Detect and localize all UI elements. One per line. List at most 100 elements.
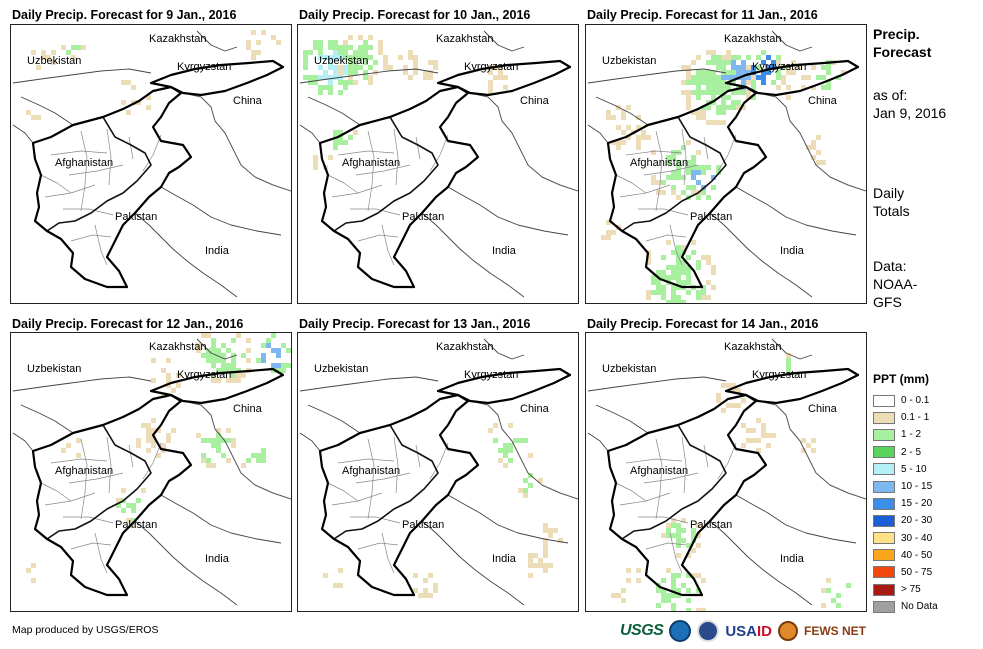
legend-swatch (873, 549, 895, 562)
precip-cell (726, 50, 731, 55)
province-line (381, 532, 395, 574)
precip-cell (538, 558, 543, 563)
precip-cell (696, 95, 701, 100)
precip-cell (166, 433, 171, 438)
province-line (50, 458, 108, 464)
precip-cell (711, 270, 716, 275)
precip-cell (736, 105, 741, 110)
precip-cell (676, 195, 681, 200)
precip-cell (528, 483, 533, 488)
precip-cell (146, 438, 151, 443)
province-line (655, 130, 663, 212)
precip-cell (826, 578, 831, 583)
precip-cell (333, 130, 338, 135)
precip-cell (226, 438, 231, 443)
precip-cell (333, 55, 338, 60)
precip-cell (651, 280, 656, 285)
precip-cell (706, 75, 711, 80)
precip-cell (626, 125, 631, 130)
precip-cell (686, 160, 691, 165)
precip-cell (686, 75, 691, 80)
precip-cell (726, 55, 731, 60)
china-border (469, 400, 578, 500)
precip-cell (661, 578, 666, 583)
precip-cell (343, 85, 348, 90)
precip-cell (343, 80, 348, 85)
precip-cell (498, 65, 503, 70)
legend-label: 5 - 10 (901, 463, 927, 475)
precip-cell (636, 578, 641, 583)
precip-cell (428, 593, 433, 598)
precip-cell (761, 423, 766, 428)
legend-item: 10 - 15 (873, 478, 938, 495)
precip-cell (731, 105, 736, 110)
country-label-kazakhstan: Kazakhstan (149, 33, 207, 45)
precip-cell (721, 100, 726, 105)
precip-cell (328, 40, 333, 45)
precip-cell (261, 448, 266, 453)
precip-cell (711, 70, 716, 75)
precip-cell (338, 130, 343, 135)
precip-cell (231, 368, 236, 373)
precip-cell (221, 368, 226, 373)
precip-cell (706, 260, 711, 265)
precip-cell (348, 35, 353, 40)
precip-cell (686, 608, 691, 611)
precip-cell (236, 378, 241, 383)
country-label-india: India (492, 553, 516, 565)
precip-cell (666, 155, 671, 160)
precip-cell (811, 438, 816, 443)
precip-cell (686, 95, 691, 100)
precip-cell (626, 568, 631, 573)
precip-cell (751, 80, 756, 85)
precip-cell (358, 35, 363, 40)
precip-cell (348, 55, 353, 60)
precip-cell (338, 50, 343, 55)
precip-cell (691, 185, 696, 190)
precip-cell (303, 75, 308, 80)
precip-cell (681, 528, 686, 533)
precip-cell (313, 155, 318, 160)
precip-cell (503, 443, 508, 448)
country-label-india: India (205, 245, 229, 257)
precip-cell (696, 290, 701, 295)
region-outline (606, 85, 768, 289)
country-label-india: India (780, 553, 804, 565)
precip-cell (741, 80, 746, 85)
precip-cell (338, 55, 343, 60)
precip-cell (736, 388, 741, 393)
precip-cell (741, 398, 746, 403)
precip-cell (36, 65, 41, 70)
precip-cell (206, 333, 211, 338)
precip-cell (271, 363, 276, 368)
precip-cell (131, 100, 136, 105)
precip-cell (731, 388, 736, 393)
province-line (142, 134, 162, 172)
precip-cell (721, 85, 726, 90)
precip-cell (666, 568, 671, 573)
country-label-china: China (233, 403, 262, 415)
precip-cell (488, 90, 493, 95)
precip-cell (493, 75, 498, 80)
precip-cell (691, 240, 696, 245)
precip-cell (261, 343, 266, 348)
precip-cell (383, 65, 388, 70)
precip-cell (231, 358, 236, 363)
afghan-pakistan-border (621, 424, 727, 540)
precip-cell (236, 373, 241, 378)
precip-cell (251, 453, 256, 458)
precip-cell (538, 563, 543, 568)
country-label-china: China (520, 95, 549, 107)
precip-cell (548, 528, 553, 533)
country-label-pakistan: Pakistan (115, 211, 158, 223)
precip-cell (51, 60, 56, 65)
country-label-uzbekistan: Uzbekistan (27, 363, 82, 375)
precip-cell (731, 60, 736, 65)
precip-cell (171, 388, 176, 393)
precip-cell (338, 70, 343, 75)
precip-cell (716, 110, 721, 115)
precip-cell (671, 578, 676, 583)
country-border (307, 404, 361, 434)
precip-cell (686, 80, 691, 85)
precip-cell (696, 110, 701, 115)
